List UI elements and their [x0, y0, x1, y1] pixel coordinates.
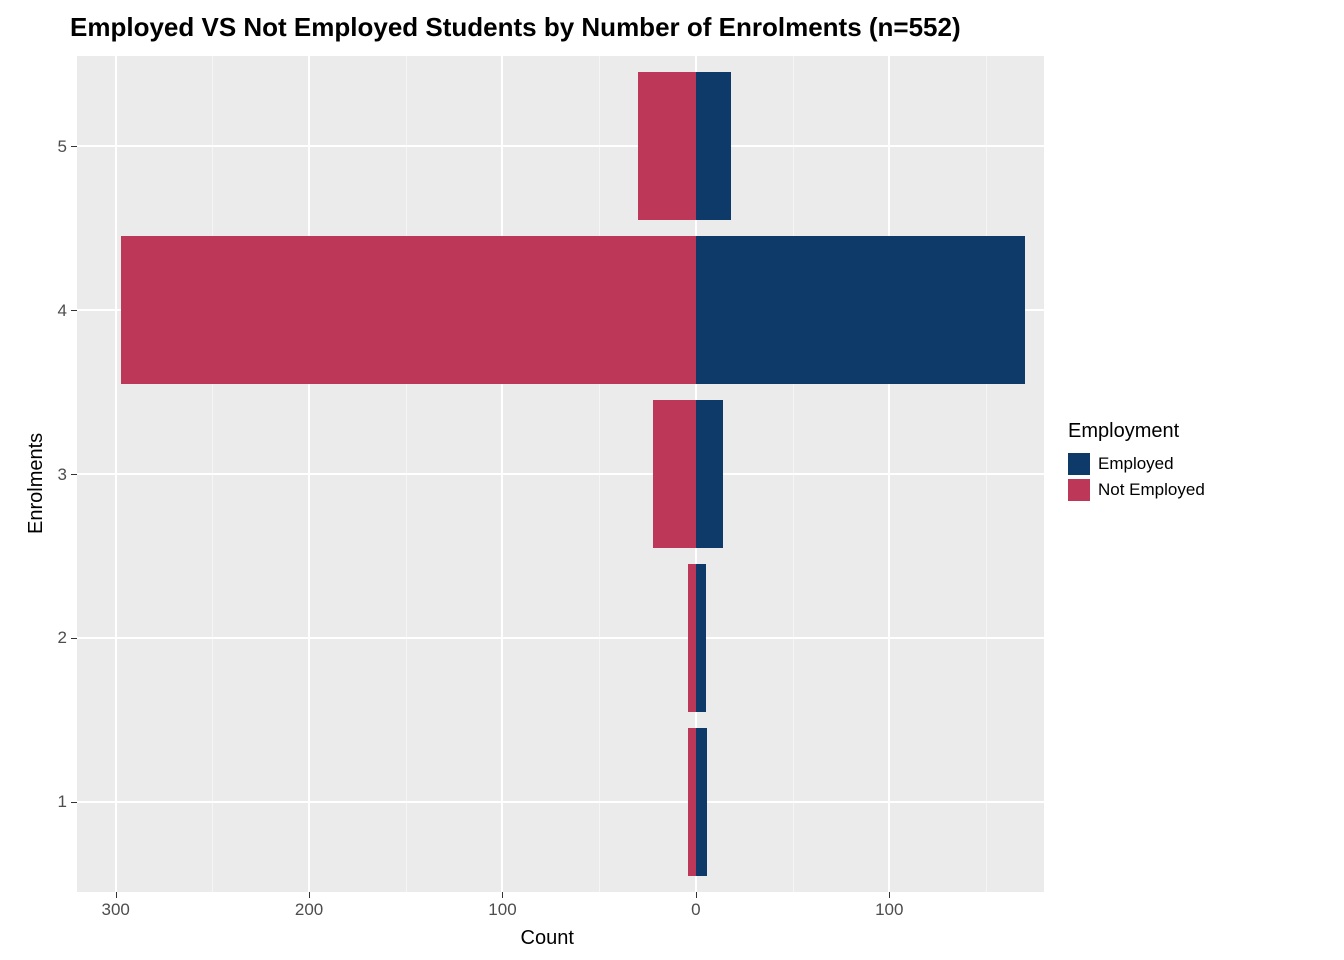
bar-not-employed-1	[688, 728, 696, 876]
legend-swatch	[1068, 453, 1090, 475]
x-tick-label: 100	[864, 900, 914, 920]
y-tick-mark	[71, 146, 77, 147]
y-tick-label: 2	[47, 628, 67, 648]
x-tick-label: 0	[671, 900, 721, 920]
legend-title: Employment	[1068, 420, 1205, 443]
gridline-y-major	[77, 637, 1044, 639]
y-tick-label: 1	[47, 792, 67, 812]
legend-item: Not Employed	[1068, 479, 1205, 501]
bar-not-employed-5	[638, 72, 696, 220]
bar-employed-5	[696, 72, 731, 220]
legend-item: Employed	[1068, 453, 1205, 475]
x-tick-mark	[502, 892, 503, 898]
legend-swatch	[1068, 479, 1090, 501]
gridline-y-major	[77, 801, 1044, 803]
legend: Employment Employed Not Employed	[1068, 420, 1205, 505]
chart-title: Employed VS Not Employed Students by Num…	[70, 12, 961, 43]
bar-not-employed-4	[121, 236, 695, 384]
x-axis-label: Count	[521, 927, 574, 950]
y-tick-label: 4	[47, 301, 67, 321]
bar-not-employed-3	[653, 400, 696, 548]
bar-employed-2	[696, 564, 706, 712]
y-tick-mark	[71, 802, 77, 803]
x-tick-label: 200	[284, 900, 334, 920]
x-tick-mark	[889, 892, 890, 898]
y-axis-label: Enrolments	[25, 433, 48, 534]
y-tick-mark	[71, 474, 77, 475]
gridline-y-major	[77, 145, 1044, 147]
legend-label: Not Employed	[1098, 480, 1205, 500]
bar-employed-4	[696, 236, 1025, 384]
x-tick-label: 300	[91, 900, 141, 920]
legend-label: Employed	[1098, 454, 1174, 474]
x-tick-mark	[309, 892, 310, 898]
x-tick-label: 100	[477, 900, 527, 920]
y-tick-label: 5	[47, 137, 67, 157]
x-tick-mark	[696, 892, 697, 898]
bar-employed-1	[696, 728, 708, 876]
gridline-y-major	[77, 473, 1044, 475]
bar-not-employed-2	[688, 564, 696, 712]
x-tick-mark	[116, 892, 117, 898]
y-tick-mark	[71, 638, 77, 639]
y-tick-mark	[71, 310, 77, 311]
bar-employed-3	[696, 400, 723, 548]
y-tick-label: 3	[47, 465, 67, 485]
